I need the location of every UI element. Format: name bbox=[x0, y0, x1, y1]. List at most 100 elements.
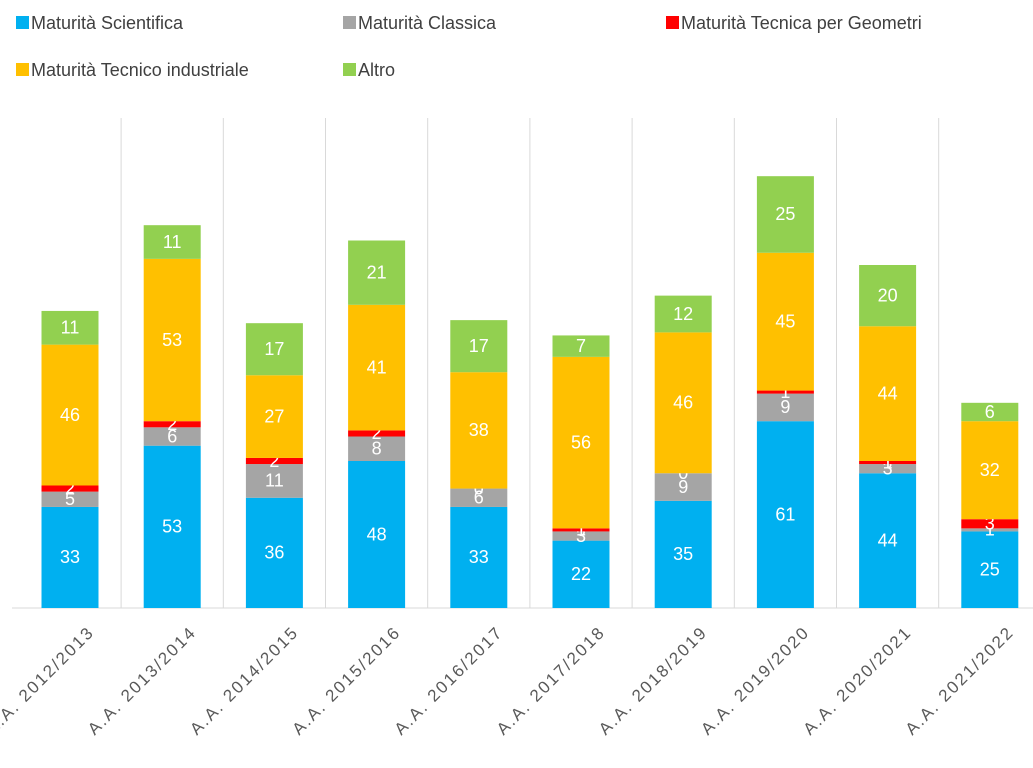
bar-segment bbox=[552, 356, 610, 529]
data-label: 8 bbox=[372, 439, 382, 459]
data-label: 56 bbox=[571, 432, 591, 452]
bar-segment bbox=[143, 421, 201, 428]
data-label: 48 bbox=[367, 524, 387, 544]
legend-swatch bbox=[343, 16, 356, 29]
data-label: 11 bbox=[265, 471, 284, 491]
x-tick-label: A.A. 2020/2021 bbox=[799, 623, 915, 739]
bar-segment bbox=[41, 485, 99, 492]
bar-segment bbox=[961, 402, 1019, 422]
data-label: 1 bbox=[576, 520, 586, 540]
bar-segment bbox=[41, 310, 99, 345]
x-tick-label: A.A. 2016/2017 bbox=[391, 623, 507, 739]
legend-swatch bbox=[666, 16, 679, 29]
x-tick-label: A.A. 2012/2013 bbox=[0, 623, 98, 739]
data-label: 3 bbox=[576, 526, 586, 546]
bar-segment bbox=[450, 506, 508, 608]
bar-segment bbox=[143, 427, 201, 446]
data-label: 46 bbox=[673, 393, 693, 413]
bar-segment bbox=[348, 240, 406, 305]
legend-swatch bbox=[16, 63, 29, 76]
bar-segment bbox=[756, 252, 814, 391]
data-label: 3 bbox=[883, 458, 893, 478]
data-label: 46 bbox=[60, 405, 80, 425]
bar-segment bbox=[654, 473, 712, 501]
bar-segment bbox=[348, 304, 406, 431]
bar-segment bbox=[245, 497, 303, 608]
bar-segment bbox=[859, 326, 917, 461]
data-label: 36 bbox=[264, 543, 284, 563]
data-label: 27 bbox=[264, 406, 284, 426]
data-label: 53 bbox=[162, 517, 182, 537]
bar-segment bbox=[552, 540, 610, 608]
bar-segment bbox=[859, 464, 917, 474]
bar-segment bbox=[348, 436, 406, 461]
bar-segment bbox=[961, 421, 1019, 520]
bar-segment bbox=[756, 176, 814, 253]
bar-segment bbox=[961, 528, 1019, 532]
data-label: 1 bbox=[883, 452, 893, 472]
data-label: 6 bbox=[167, 426, 177, 446]
bar-segment bbox=[654, 332, 712, 474]
bar-segment bbox=[143, 258, 201, 422]
x-tick-label: A.A. 2017/2018 bbox=[493, 623, 609, 739]
data-label: 32 bbox=[980, 460, 1000, 480]
data-label: 1 bbox=[985, 520, 995, 540]
bar-segment bbox=[143, 445, 201, 608]
legend-swatch bbox=[343, 63, 356, 76]
x-tick-label: A.A. 2018/2019 bbox=[595, 623, 711, 739]
data-label: 2 bbox=[65, 478, 75, 498]
bar-segment bbox=[348, 461, 406, 608]
data-label: 35 bbox=[673, 544, 693, 564]
data-label: 17 bbox=[469, 336, 489, 356]
data-label: 2 bbox=[269, 451, 279, 471]
bar-segment bbox=[756, 390, 814, 394]
bar-segment bbox=[961, 519, 1019, 529]
bar-segment bbox=[756, 421, 814, 608]
bar-segment bbox=[41, 506, 99, 608]
bar-segment bbox=[245, 375, 303, 458]
data-label: 9 bbox=[780, 397, 790, 417]
data-label: 45 bbox=[775, 311, 795, 331]
data-label: 7 bbox=[576, 336, 586, 356]
legend-label: Maturità Tecnico industriale bbox=[31, 60, 249, 80]
bar-segment bbox=[348, 430, 406, 437]
data-label: 11 bbox=[61, 318, 80, 338]
bar-segment bbox=[143, 225, 201, 259]
bar-segment bbox=[961, 531, 1019, 608]
data-label: 44 bbox=[878, 383, 898, 403]
data-label: 12 bbox=[673, 304, 693, 324]
bar-segment bbox=[41, 491, 99, 507]
data-label: 22 bbox=[571, 564, 591, 584]
bar-segment bbox=[245, 457, 303, 465]
bar-segment bbox=[450, 320, 508, 373]
data-label: 5 bbox=[65, 489, 75, 509]
data-label: 11 bbox=[163, 232, 182, 252]
legend-label: Maturità Classica bbox=[358, 13, 497, 33]
data-label: 33 bbox=[469, 547, 489, 567]
bar-segment bbox=[245, 323, 303, 376]
bar-segment bbox=[450, 372, 508, 489]
legend-swatch bbox=[16, 16, 29, 29]
data-label: 17 bbox=[264, 339, 284, 359]
data-label: 33 bbox=[60, 547, 80, 567]
bar-segment bbox=[654, 500, 712, 608]
bar-segment bbox=[450, 488, 508, 507]
data-label: 61 bbox=[775, 504, 795, 524]
bar-segment bbox=[245, 464, 303, 498]
data-label: 6 bbox=[985, 402, 995, 422]
bar-segment bbox=[41, 344, 99, 486]
x-tick-label: A.A. 2013/2014 bbox=[84, 623, 200, 739]
data-label: 41 bbox=[367, 357, 387, 377]
bar-segment bbox=[552, 528, 610, 532]
legend-label: Altro bbox=[358, 60, 395, 80]
bar-segment bbox=[552, 335, 610, 357]
data-label: 21 bbox=[367, 262, 387, 282]
x-tick-label: A.A. 2019/2020 bbox=[697, 623, 813, 739]
x-tick-label: A.A. 2021/2022 bbox=[902, 623, 1018, 739]
data-label: 44 bbox=[878, 530, 898, 550]
data-label: 53 bbox=[162, 330, 182, 350]
legend-label: Maturità Scientifica bbox=[31, 13, 184, 33]
bar-segment bbox=[859, 473, 917, 608]
bar-segment bbox=[756, 393, 814, 422]
